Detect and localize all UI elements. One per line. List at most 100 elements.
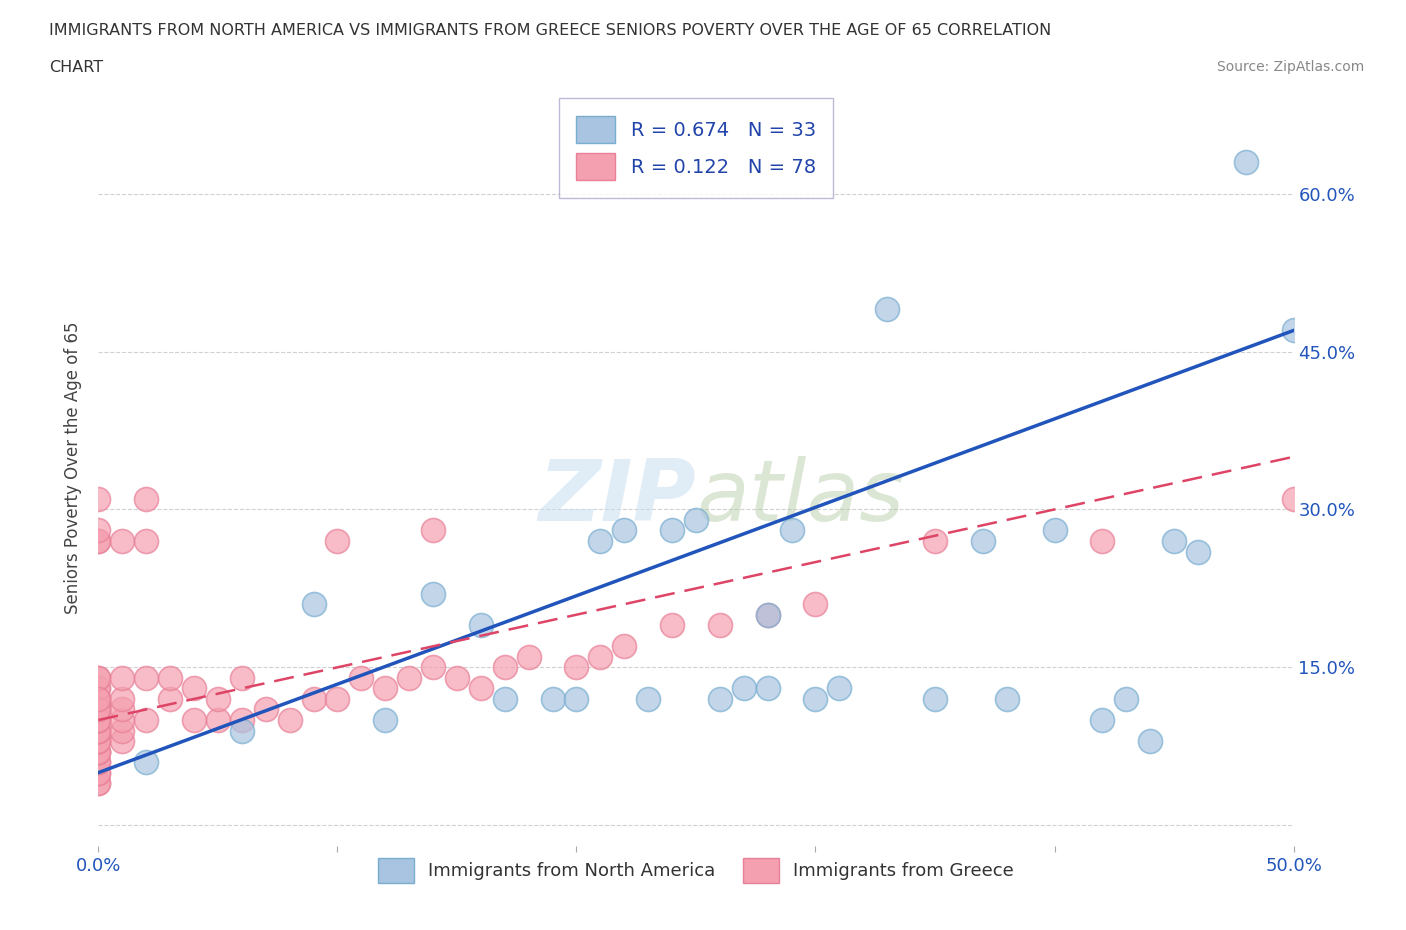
Point [87,534,110,549]
Point [111,671,134,685]
Point [111,534,134,549]
Point [756,607,779,622]
Point [135,712,157,727]
Point [876,302,898,317]
Point [709,692,731,707]
Point [87,534,110,549]
Point [1234,154,1257,169]
Point [326,692,349,707]
Point [446,671,468,685]
Point [1043,523,1066,538]
Point [302,597,325,612]
Point [709,618,731,632]
Point [111,692,134,707]
Text: IMMIGRANTS FROM NORTH AMERICA VS IMMIGRANTS FROM GREECE SENIORS POVERTY OVER THE: IMMIGRANTS FROM NORTH AMERICA VS IMMIGRA… [49,23,1052,38]
Point [374,712,396,727]
Text: Source: ZipAtlas.com: Source: ZipAtlas.com [1216,60,1364,74]
Point [756,607,779,622]
Point [685,512,707,527]
Point [87,712,110,727]
Point [87,671,110,685]
Text: atlas: atlas [696,456,904,539]
Point [756,681,779,696]
Point [87,692,110,707]
Point [87,702,110,717]
Point [613,523,636,538]
Point [374,681,396,696]
Point [470,681,492,696]
Point [565,660,588,675]
Point [613,639,636,654]
Point [87,702,110,717]
Point [661,618,683,632]
Point [87,776,110,790]
Point [135,671,157,685]
Point [87,712,110,727]
Point [1115,692,1137,707]
Point [254,702,277,717]
Point [302,692,325,707]
Point [135,534,157,549]
Point [87,744,110,759]
Point [183,681,205,696]
Point [541,692,564,707]
Point [87,744,110,759]
Point [1282,491,1305,506]
Point [87,754,110,769]
Point [804,597,827,612]
Legend: Immigrants from North America, Immigrants from Greece: Immigrants from North America, Immigrant… [371,850,1021,890]
Point [207,692,229,707]
Point [733,681,755,696]
Point [135,754,157,769]
Point [589,534,612,549]
Point [87,681,110,696]
Point [87,692,110,707]
Point [207,712,229,727]
Point [87,723,110,737]
Point [780,523,803,538]
Point [637,692,659,707]
Point [87,765,110,780]
Point [589,649,612,664]
Point [87,776,110,790]
Point [1091,534,1114,549]
Point [111,734,134,749]
Point [87,734,110,749]
Point [111,723,134,737]
Point [87,671,110,685]
Point [135,491,157,506]
Point [87,681,110,696]
Point [87,491,110,506]
Point [87,712,110,727]
Point [87,702,110,717]
Point [1163,534,1185,549]
Point [1139,734,1161,749]
Point [87,723,110,737]
Point [494,692,516,707]
Point [398,671,420,685]
Point [326,534,349,549]
Point [231,671,253,685]
Point [231,712,253,727]
Point [924,534,946,549]
Point [1187,544,1209,559]
Point [565,692,588,707]
Point [804,692,827,707]
Point [231,723,253,737]
Point [87,692,110,707]
Point [87,712,110,727]
Point [87,692,110,707]
Point [87,734,110,749]
Y-axis label: Seniors Poverty Over the Age of 65: Seniors Poverty Over the Age of 65 [65,321,83,614]
Point [87,734,110,749]
Text: ZIP: ZIP [538,456,696,539]
Point [494,660,516,675]
Point [159,671,181,685]
Point [159,692,181,707]
Point [87,744,110,759]
Point [183,712,205,727]
Point [278,712,301,727]
Point [1091,712,1114,727]
Point [87,754,110,769]
Point [87,723,110,737]
